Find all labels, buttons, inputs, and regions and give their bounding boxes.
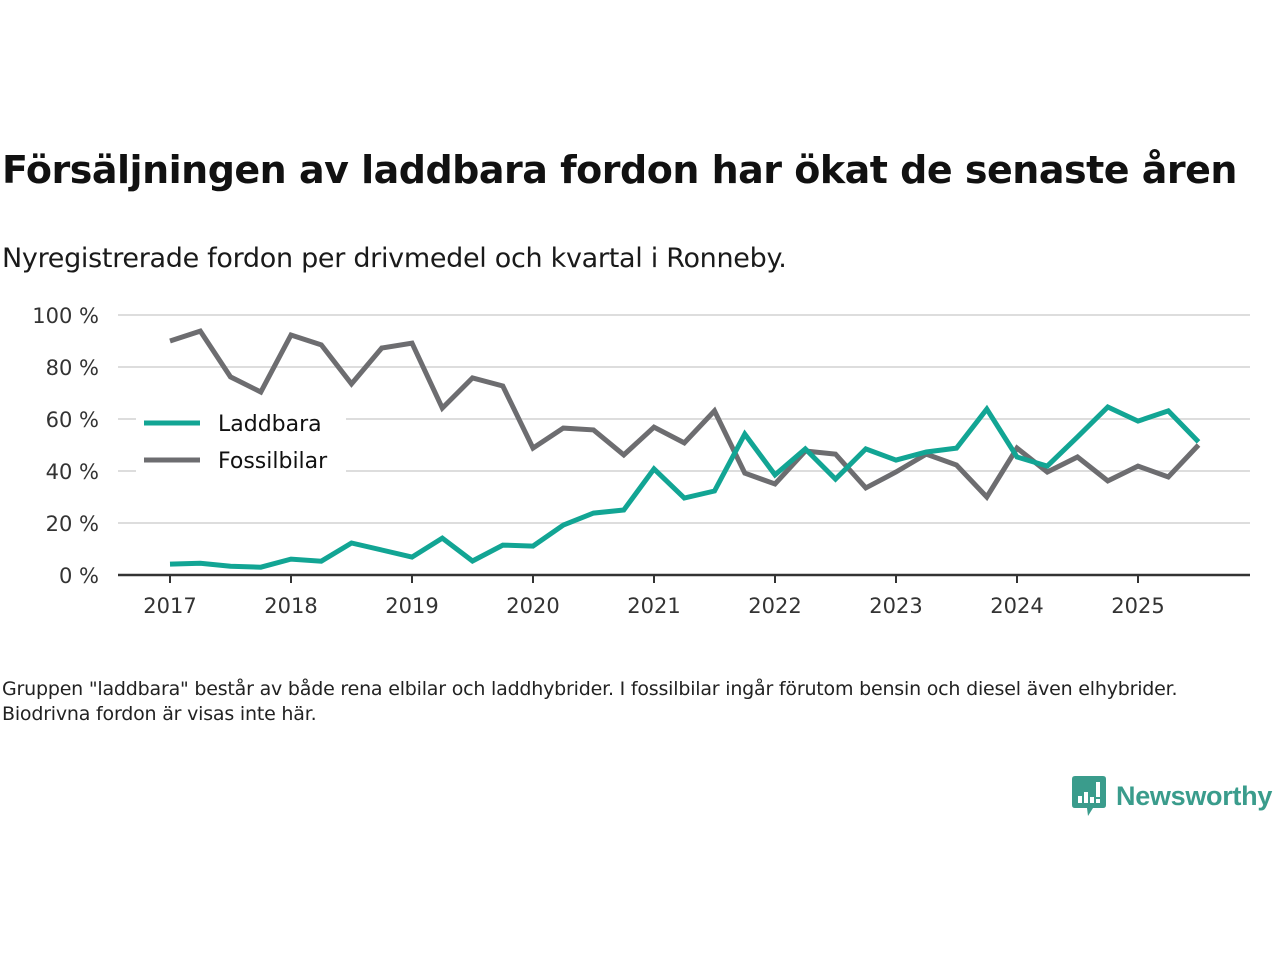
x-tick-label: 2022	[748, 594, 801, 618]
legend-label-fossilbilar: Fossilbilar	[218, 449, 328, 474]
chart-subtitle: Nyregistrerade fordon per drivmedel och …	[2, 243, 787, 274]
y-tick-label: 60 %	[46, 408, 99, 432]
newsworthy-logo-icon	[1072, 776, 1106, 816]
x-tick-label: 2021	[627, 594, 680, 618]
x-tick-label: 2024	[990, 594, 1043, 618]
newsworthy-logo[interactable]: Newsworthy	[1072, 776, 1272, 816]
line-chart: 0 % 20 % 40 % 60 % 80 % 100 % 2017 2018 2019 202…	[32, 304, 1250, 618]
y-tick-label: 40 %	[46, 460, 99, 484]
y-axis: 0 % 20 % 40 % 60 % 80 % 100 %	[32, 304, 99, 588]
x-tick-label: 2019	[385, 594, 438, 618]
y-tick-label: 20 %	[46, 512, 99, 536]
legend: Laddbara Fossilbilar	[136, 400, 346, 484]
x-tick-label: 2020	[506, 594, 559, 618]
x-tick-label: 2017	[143, 594, 196, 618]
x-axis: 2017 2018 2019 2020 2021 2022 2023 2024 2025	[118, 573, 1250, 618]
legend-background	[136, 400, 346, 484]
y-tick-label: 80 %	[46, 356, 99, 380]
newsworthy-logo-text: Newsworthy	[1116, 780, 1273, 811]
x-tick-label: 2018	[264, 594, 317, 618]
x-tick-label: 2025	[1111, 594, 1164, 618]
x-tick-label: 2023	[869, 594, 922, 618]
chart-title: Försäljningen av laddbara fordon har öka…	[2, 148, 1237, 192]
y-tick-label: 0 %	[59, 564, 99, 588]
legend-label-laddbara: Laddbara	[218, 412, 322, 437]
footnote: Gruppen "laddbara" består av både rena e…	[2, 678, 1178, 725]
y-tick-label: 100 %	[32, 304, 99, 328]
series-lines	[169, 328, 1201, 570]
